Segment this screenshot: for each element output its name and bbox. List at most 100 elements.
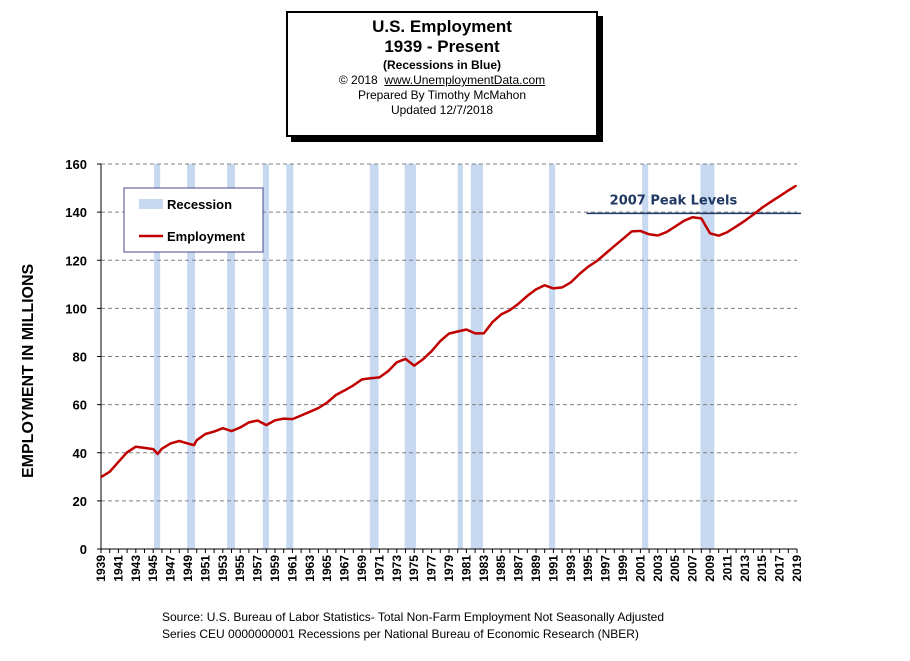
x-tick-label: 1965 [320, 555, 334, 582]
y-tick-label: 20 [73, 494, 87, 509]
employment-point [326, 401, 329, 404]
employment-point [413, 364, 416, 367]
chart-subtitle: (Recessions in Blue) [382, 58, 502, 72]
employment-point [352, 384, 355, 387]
employment-point [613, 245, 616, 247]
employment-point [265, 424, 268, 426]
employment-point [526, 295, 529, 297]
x-tick-label: 1953 [216, 555, 230, 582]
employment-point [361, 378, 363, 381]
chart-period: 1939 - Present [384, 37, 500, 56]
employment-point [396, 361, 398, 364]
y-tick-label: 160 [65, 157, 87, 172]
employment-point [156, 453, 159, 455]
employment-point [387, 370, 389, 372]
x-tick-label: 1947 [164, 555, 178, 582]
x-tick-label: 2011 [720, 555, 734, 581]
x-tick-label: 1951 [198, 555, 212, 582]
x-tick-label: 1995 [581, 555, 595, 582]
source-line-2: Series CEU 0000000001 Recessions per Nat… [162, 627, 639, 641]
employment-point [335, 394, 337, 396]
employment-point [474, 332, 476, 335]
employment-point [309, 411, 311, 413]
employment-point [178, 440, 181, 442]
updated-date: Updated 12/7/2018 [390, 103, 494, 117]
x-tick-label: 2001 [633, 555, 647, 582]
legend-label-recession: Recession [167, 197, 232, 212]
legend [123, 187, 264, 253]
x-tick-label: 1949 [181, 555, 195, 582]
employment-point [378, 376, 381, 379]
employment-point [787, 189, 790, 192]
recession-band [227, 164, 235, 549]
recession-band [642, 164, 649, 549]
x-tick-label: 1967 [338, 555, 352, 582]
recession-band [286, 164, 294, 549]
employment-point [674, 225, 676, 228]
employment-point [248, 421, 250, 424]
employment-point [752, 213, 755, 216]
employment-point [578, 273, 581, 275]
employment-point [282, 417, 285, 420]
site-link[interactable]: www.UnemploymentData.com [384, 73, 546, 87]
x-tick-label: 1971 [372, 555, 386, 582]
employment-point [369, 377, 372, 379]
x-tick-label: 2003 [651, 555, 665, 582]
x-tick-label: 1987 [512, 555, 526, 582]
employment-point [517, 302, 520, 305]
y-tick-label: 100 [65, 301, 87, 316]
employment-point [343, 389, 346, 392]
x-tick-label: 1985 [494, 555, 508, 582]
employment-point [143, 447, 146, 449]
x-tick-label: 1989 [529, 555, 543, 582]
employment-point [465, 328, 468, 331]
employment-point [700, 217, 703, 220]
x-tick-label: 2013 [738, 555, 752, 582]
employment-point [665, 231, 668, 233]
employment-point [222, 427, 224, 430]
x-tick-label: 1941 [111, 555, 125, 582]
x-tick-label: 1993 [564, 555, 578, 582]
employment-point [552, 287, 555, 290]
employment-point [570, 281, 572, 284]
employment-point [422, 358, 424, 361]
employment-point [543, 284, 546, 287]
employment-point [735, 225, 737, 228]
employment-point [317, 407, 320, 409]
employment-point [596, 260, 598, 262]
x-tick-label: 1991 [546, 555, 560, 582]
employment-point [456, 330, 459, 333]
title-box: U.S. Employment 1939 - Present (Recessio… [286, 11, 598, 137]
employment-point [509, 309, 511, 311]
recession-band [187, 164, 195, 549]
employment-point [239, 426, 241, 429]
employment-point [430, 350, 433, 353]
employment-point [117, 461, 120, 463]
legend-swatch-recession [139, 199, 163, 209]
x-tick-label: 1945 [146, 555, 160, 582]
employment-point [213, 430, 215, 433]
x-tick-label: 2015 [755, 555, 769, 582]
employment-point [204, 433, 207, 435]
employment-point [709, 232, 711, 235]
legend-label-employment: Employment [167, 229, 246, 244]
employment-point [604, 252, 607, 255]
x-tick-label: 1961 [285, 555, 299, 582]
y-tick-label: 40 [73, 446, 87, 461]
x-tick-label: 2007 [686, 555, 700, 582]
x-tick-label: 2005 [668, 555, 682, 582]
employment-point [439, 340, 442, 342]
x-tick-label: 1983 [477, 555, 491, 582]
employment-point [448, 332, 450, 335]
x-tick-label: 1979 [442, 555, 456, 582]
x-tick-label: 1981 [459, 555, 473, 582]
x-tick-label: 1939 [94, 555, 108, 582]
employment-point [683, 219, 685, 222]
copyright-line: © 2018 www.UnemploymentData.com [288, 73, 596, 88]
employment-point [744, 219, 746, 222]
prepared-by: Prepared By Timothy McMahon [357, 88, 527, 102]
employment-point [193, 444, 195, 446]
employment-point [230, 430, 233, 432]
x-tick-label: 1963 [303, 555, 317, 582]
